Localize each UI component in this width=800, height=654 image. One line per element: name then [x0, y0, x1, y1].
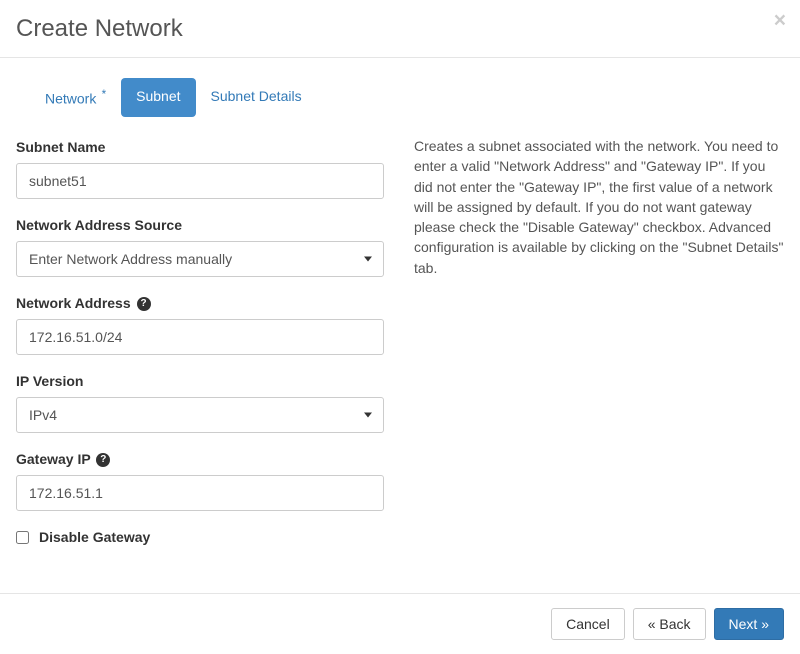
next-button[interactable]: Next »	[714, 608, 784, 640]
ip-version-select[interactable]	[16, 397, 384, 433]
modal-footer: Cancel « Back Next »	[0, 593, 800, 654]
form-group-disable-gateway: Disable Gateway	[16, 529, 384, 545]
subnet-name-label: Subnet Name	[16, 139, 384, 155]
help-icon[interactable]: ?	[96, 453, 110, 467]
network-address-label-text: Network Address	[16, 295, 131, 311]
required-asterisk-icon: *	[98, 88, 106, 101]
network-address-source-label: Network Address Source	[16, 217, 384, 233]
tab-nav: Network * Subnet Subnet Details	[16, 78, 384, 117]
network-address-input[interactable]	[16, 319, 384, 355]
gateway-ip-label-text: Gateway IP	[16, 451, 90, 467]
tab-label: Subnet	[136, 88, 180, 104]
gateway-ip-input[interactable]	[16, 475, 384, 511]
form-group-network-address: Network Address ?	[16, 295, 384, 355]
form-group-gateway-ip: Gateway IP ?	[16, 451, 384, 511]
help-text: Creates a subnet associated with the net…	[414, 136, 784, 278]
form-group-ip-version: IP Version	[16, 373, 384, 433]
tab-subnet-details[interactable]: Subnet Details	[196, 78, 317, 117]
modal-body: Network * Subnet Subnet Details Subnet N…	[0, 58, 800, 593]
create-network-modal: Create Network × Network * Subnet Subnet…	[0, 0, 800, 654]
disable-gateway-label: Disable Gateway	[39, 529, 150, 545]
tab-label: Network	[45, 91, 96, 107]
ip-version-value[interactable]	[16, 397, 384, 433]
tab-subnet[interactable]: Subnet	[121, 78, 195, 117]
ip-version-label: IP Version	[16, 373, 384, 389]
back-button[interactable]: « Back	[633, 608, 706, 640]
modal-title: Create Network	[16, 15, 784, 43]
help-icon[interactable]: ?	[137, 297, 151, 311]
tab-network[interactable]: Network *	[30, 78, 121, 117]
cancel-button[interactable]: Cancel	[551, 608, 625, 640]
network-address-source-select[interactable]	[16, 241, 384, 277]
gateway-ip-label: Gateway IP ?	[16, 451, 384, 467]
close-icon[interactable]: ×	[774, 10, 786, 31]
form-group-subnet-name: Subnet Name	[16, 139, 384, 199]
disable-gateway-checkbox[interactable]	[16, 531, 29, 544]
form-column: Network * Subnet Subnet Details Subnet N…	[16, 78, 384, 563]
modal-header: Create Network ×	[0, 0, 800, 58]
tab-label: Subnet Details	[211, 88, 302, 104]
help-column: Creates a subnet associated with the net…	[414, 78, 784, 563]
form-group-network-address-source: Network Address Source	[16, 217, 384, 277]
network-address-source-value[interactable]	[16, 241, 384, 277]
network-address-label: Network Address ?	[16, 295, 384, 311]
subnet-name-input[interactable]	[16, 163, 384, 199]
